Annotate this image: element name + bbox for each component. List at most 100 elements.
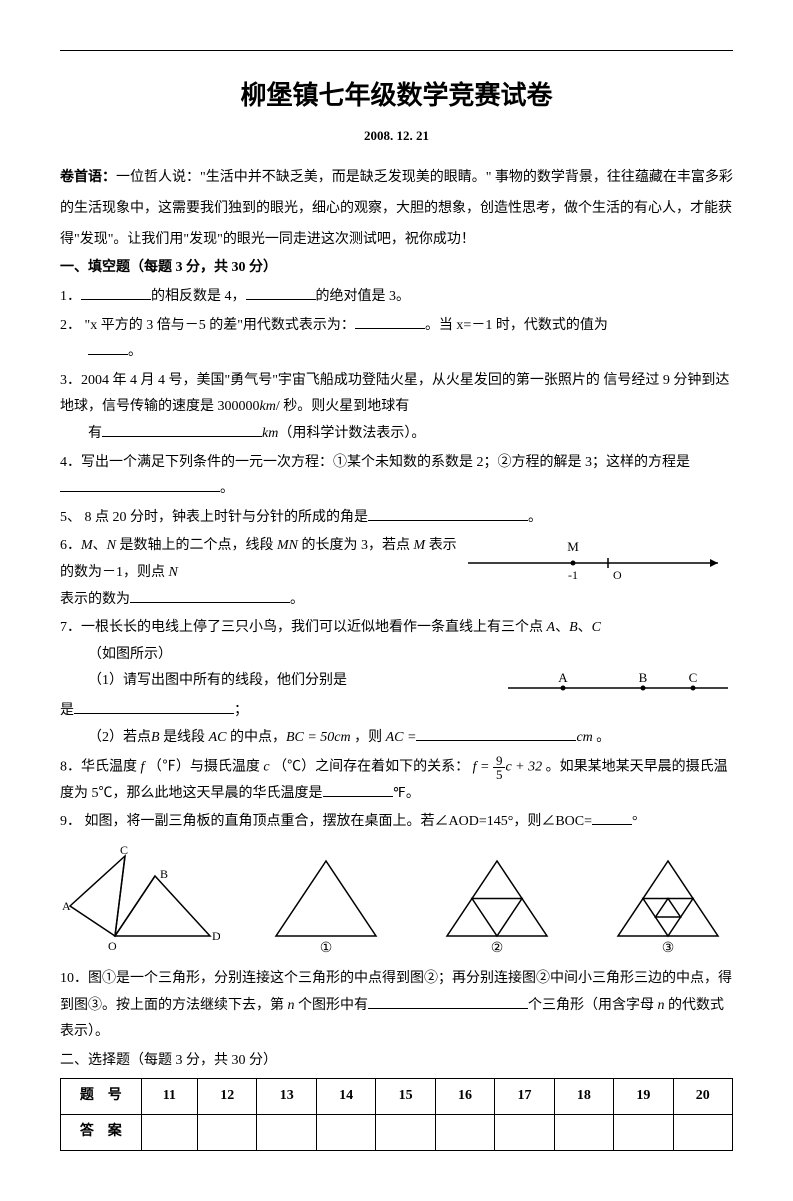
page-title: 柳堡镇七年级数学竞赛试卷 (60, 71, 733, 120)
blank (355, 314, 425, 329)
cell (257, 1115, 316, 1151)
col-20: 20 (673, 1079, 732, 1115)
frac-num: 9 (493, 754, 506, 768)
q7-2-i: 。 (593, 730, 611, 745)
q7: 7．一根长长的电线上停了三只小鸟，我们可以近似地看作一条直线上有三个点 A、B、… (60, 615, 733, 751)
q7-c: 、 (555, 620, 569, 635)
svg-text:D: D (212, 929, 220, 943)
cell (554, 1115, 613, 1151)
q6-M: M (81, 538, 93, 553)
q10-text-b: 个图形中有 (298, 998, 368, 1013)
svg-text:A: A (558, 670, 568, 685)
q6-text-b: 、 (93, 538, 107, 553)
q7-2-f: ，则 (351, 730, 386, 745)
q5-text-b: 。 (528, 510, 542, 525)
q5: 5、 8 点 20 分时，钟表上时针与分针的所成的角是 。 (60, 505, 733, 532)
blank (368, 994, 528, 1009)
blank (246, 285, 316, 300)
svg-text:B: B (160, 867, 168, 881)
q6-MN: MN (277, 538, 298, 553)
q3-text-d: （用科学计数法表示）。 (278, 426, 425, 441)
q3-text-b: / 秒。则火星到地球有 (276, 399, 409, 414)
section-1-head: 一、填空题（每题 3 分，共 30 分） (60, 255, 733, 282)
q6-N2: N (169, 565, 178, 580)
q8-text-e: ℉。 (393, 786, 420, 801)
q9-text-a: 9． 如图，将一副三角板的直角顶点重合，摆放在桌面上。若∠AOD=145°，则∠… (60, 814, 592, 829)
q8-c: c (260, 759, 273, 774)
q3-indent-text: 有 (88, 426, 102, 441)
blank (88, 340, 128, 355)
preface-text: 一位哲人说："生活中并不缺乏美，而是缺乏发现美的眼睛。" 事物的数学背景，往往蕴… (60, 170, 733, 247)
blank (60, 477, 220, 492)
q6-text-d: 的长度为 3，若点 (298, 538, 414, 553)
col-head: 题 号 (61, 1079, 142, 1115)
triangle-diagrams: A B C D O ① ② ③ (60, 846, 733, 956)
svg-text:B: B (639, 670, 648, 685)
q7-2-B: B (151, 730, 160, 745)
q7-B: B (569, 620, 578, 635)
q7-2-ACeq: AC = (386, 730, 417, 745)
svg-text:①: ① (320, 941, 333, 956)
q8: 8．华氏温度 f （℉）与摄氏温度 c （℃）之间存在着如下的关系： f = 9… (60, 754, 733, 808)
q7-2-BC: BC = 50cm (286, 730, 351, 745)
q9-triangle-board-diagram: A B C D O (60, 846, 220, 956)
svg-text:O: O (613, 568, 622, 582)
q7-text-a: 7．一根长长的电线上停了三只小鸟，我们可以近似地看作一条直线上有三个点 (60, 620, 543, 635)
svg-text:M: M (567, 539, 579, 554)
q6-text-g: 。 (290, 592, 304, 607)
col-18: 18 (554, 1079, 613, 1115)
preface-label: 卷首语： (60, 170, 116, 185)
triangle-3-diagram: ③ (603, 846, 733, 956)
table-row-answer: 答 案 (61, 1115, 733, 1151)
q2-text-b: 。当 x=－1 时，代数式的值为 (425, 318, 608, 333)
cell (435, 1115, 494, 1151)
cell (376, 1115, 435, 1151)
q4: 4．写出一个满足下列条件的一元一次方程：①某个未知数的系数是 2；②方程的解是 … (60, 450, 733, 503)
q2: 2． "x 平方的 3 倍与－5 的差"用代数式表示为： 。当 x=－1 时，代数… (60, 313, 733, 366)
col-11: 11 (141, 1079, 197, 1115)
q1-text-b: 的相反数是 4， (151, 289, 246, 304)
triangle-1-diagram: ① (261, 846, 391, 956)
q6-N: N (107, 538, 116, 553)
q10-text-c: 个三角形（用含字母 (528, 998, 654, 1013)
exam-date: 2008. 12. 21 (60, 124, 733, 149)
q4-text-b: 。 (220, 481, 234, 496)
q6-M2: M (414, 538, 426, 553)
preface: 卷首语：一位哲人说："生活中并不缺乏美，而是缺乏发现美的眼睛。" 事物的数学背景… (60, 163, 733, 255)
svg-text:-1: -1 (568, 568, 578, 582)
q6: 6．M、N 是数轴上的二个点，线段 MN 的长度为 3，若点 M 表示的数为－1… (60, 533, 733, 613)
col-13: 13 (257, 1079, 316, 1115)
q6-text-c: 是数轴上的二个点，线段 (116, 538, 277, 553)
q10-n: n (284, 998, 298, 1013)
blank (323, 782, 393, 797)
q1-text-c: 的绝对值是 3。 (316, 289, 411, 304)
col-19: 19 (614, 1079, 673, 1115)
q7-A: A (547, 620, 556, 635)
q8-text-b: （℉）与摄氏温度 (148, 759, 260, 774)
q8-eq1: f = (473, 759, 493, 774)
q5-text-a: 5、 8 点 20 分时，钟表上时针与分针的所成的角是 (60, 510, 368, 525)
col-15: 15 (376, 1079, 435, 1115)
cell (614, 1115, 673, 1151)
blank (416, 726, 576, 741)
blank (130, 588, 290, 603)
q6-text-a: 6． (60, 538, 81, 553)
svg-text:②: ② (491, 941, 504, 956)
q9-text-b: ° (632, 814, 638, 829)
q3-unit: km (260, 399, 276, 414)
q2-text-c: 。 (128, 344, 142, 359)
row-head-answer: 答 案 (61, 1115, 142, 1151)
q7-1-text: （1）请写出图中所有的线段，他们分别是 (88, 673, 347, 688)
svg-text:C: C (120, 846, 128, 857)
svg-text:③: ③ (662, 941, 675, 956)
col-14: 14 (316, 1079, 375, 1115)
blank (74, 699, 234, 714)
q4-text-a: 4．写出一个满足下列条件的一元一次方程：①某个未知数的系数是 2；②方程的解是 … (60, 455, 690, 470)
q10: 10．图①是一个三角形，分别连接这个三角形的中点得到图②；再分别连接图②中间小三… (60, 966, 733, 1046)
q2-text-a: 2． "x 平方的 3 倍与－5 的差"用代数式表示为： (60, 318, 355, 333)
q8-text-a: 8．华氏温度 (60, 759, 137, 774)
blank (81, 285, 151, 300)
cell (198, 1115, 257, 1151)
top-rule (60, 50, 733, 51)
section-2-head: 二、选择题（每题 3 分，共 30 分） (60, 1048, 733, 1075)
